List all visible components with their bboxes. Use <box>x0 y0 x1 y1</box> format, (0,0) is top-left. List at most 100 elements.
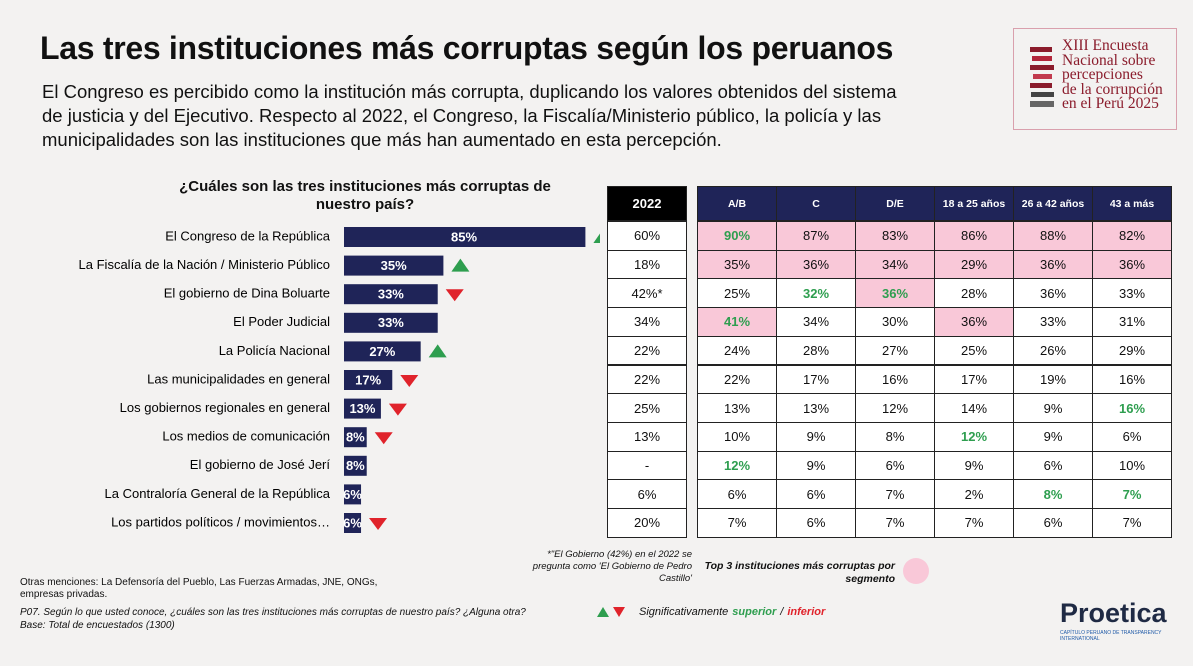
table-cell: 31% <box>1092 307 1172 337</box>
table-cell: 7% <box>697 508 777 538</box>
table-cell: 35% <box>697 249 777 280</box>
table-cell: 2% <box>934 479 1014 509</box>
category-label: Las municipalidades en general <box>147 371 330 386</box>
category-label: La Policía Nacional <box>219 343 330 358</box>
bar <box>344 513 362 533</box>
category-label: La Fiscalía de la Nación / Ministerio Pú… <box>79 257 330 272</box>
cell-2022: 6% <box>607 479 687 509</box>
value-label: 8% <box>346 430 365 445</box>
column-header: 18 a 25 años <box>934 186 1014 221</box>
table-cell: 7% <box>1092 479 1172 509</box>
table-cell: 36% <box>1013 249 1093 280</box>
sig-label: Significativamente <box>639 606 729 618</box>
cell-2022: 42%* <box>607 278 687 309</box>
category-label: Los gobiernos regionales en general <box>120 400 330 415</box>
value-label: 33% <box>378 287 404 302</box>
table-cell: 36% <box>776 249 856 280</box>
table-cell: 26% <box>1013 335 1093 366</box>
category-label: Los medios de comunicación <box>162 429 330 444</box>
table-cell: 83% <box>855 221 935 251</box>
sig-inferior: inferior <box>787 606 826 618</box>
value-label: 17% <box>355 372 381 387</box>
table-cell: 17% <box>776 364 856 395</box>
table-cell: 9% <box>934 450 1014 481</box>
table-cell: 33% <box>1092 278 1172 309</box>
table-cell: 6% <box>1013 450 1093 481</box>
table-cell: 32% <box>776 278 856 309</box>
trend-up <box>428 344 447 358</box>
bar <box>344 227 586 247</box>
value-label: 85% <box>451 229 477 244</box>
table-cell: 41% <box>697 307 777 337</box>
column-header: A/B <box>697 186 777 221</box>
table-cell: 12% <box>855 393 935 423</box>
cell-2022: 25% <box>607 393 687 423</box>
bar <box>344 284 438 305</box>
category-label: Los partidos políticos / movimientos… <box>111 514 330 529</box>
cell-2022: 13% <box>607 421 687 452</box>
table-cell: 86% <box>934 221 1014 251</box>
table-cell: 6% <box>776 508 856 538</box>
trend-down <box>445 289 464 302</box>
table-cell: 29% <box>1092 335 1172 366</box>
chart-title: ¿Cuáles son las tres instituciones más c… <box>179 178 551 213</box>
table-cell: 24% <box>697 335 777 366</box>
logo-line: Nacional sobre <box>1062 51 1156 69</box>
value-label: 6% <box>343 515 362 530</box>
logo-line: en el Perú 2025 <box>1062 95 1159 112</box>
table-cell: 87% <box>776 221 856 251</box>
trend-up <box>451 258 470 272</box>
bar <box>344 484 362 505</box>
table-cell: 14% <box>934 393 1014 423</box>
value-label: 6% <box>343 487 362 502</box>
cell-2022: 60% <box>607 221 687 251</box>
table-cell: 25% <box>697 278 777 309</box>
bar <box>344 455 367 476</box>
table-cell: 82% <box>1092 221 1172 251</box>
bar <box>344 312 438 333</box>
table-cell: 30% <box>855 307 935 337</box>
bar <box>344 398 381 419</box>
table-cell: 36% <box>855 278 935 309</box>
table-cell: 19% <box>1013 364 1093 395</box>
trend-up <box>593 233 600 243</box>
bar <box>344 341 421 362</box>
table-cell: 9% <box>776 421 856 452</box>
table-cell: 13% <box>776 393 856 423</box>
table-cell: 16% <box>1092 393 1172 423</box>
table-cell: 10% <box>1092 450 1172 481</box>
table-cell: 16% <box>1092 364 1172 395</box>
table-cell: 25% <box>934 335 1014 366</box>
table-cell: 9% <box>1013 393 1093 423</box>
table-cell: 6% <box>1092 421 1172 452</box>
table-cell: 28% <box>776 335 856 366</box>
value-label: 35% <box>381 258 407 273</box>
base: Base: Total de encuestados (1300) <box>20 620 175 631</box>
category-label: El gobierno de Dina Boluarte <box>164 286 330 301</box>
table-cell: 6% <box>1013 508 1093 538</box>
table-cell: 33% <box>1013 307 1093 337</box>
logo-line: de la corrupción <box>1062 80 1163 98</box>
trend-down <box>400 375 419 387</box>
table-cell: 9% <box>776 450 856 481</box>
value-label: 13% <box>349 401 375 416</box>
bar <box>344 370 393 390</box>
trend-down <box>374 432 393 445</box>
top3-legend: Top 3 instituciones más corruptas por se… <box>704 560 895 585</box>
title: Las tres instituciones más corruptas seg… <box>40 30 894 66</box>
value-label: 8% <box>346 458 365 473</box>
table-cell: 34% <box>776 307 856 337</box>
table-cell: 36% <box>1092 249 1172 280</box>
table-cell: 27% <box>855 335 935 366</box>
footnote: *"El Gobierno (42%) en el 2022 se pregun… <box>532 549 692 584</box>
bar <box>344 255 444 276</box>
cell-2022: 22% <box>607 335 687 366</box>
column-header: D/E <box>855 186 935 221</box>
brand: Proetica <box>1060 598 1167 628</box>
top3-swatch <box>903 558 929 584</box>
table-cell: 8% <box>1013 479 1093 509</box>
logo-icon <box>1030 47 1054 107</box>
year-header: 2022 <box>607 186 687 221</box>
table-cell: 12% <box>934 421 1014 452</box>
